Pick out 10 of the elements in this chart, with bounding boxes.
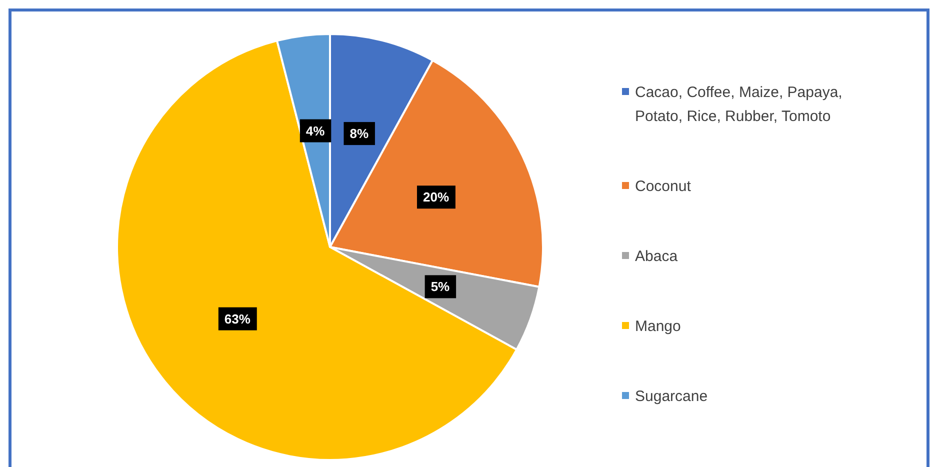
data-label: 63% [224,311,251,326]
legend-label: Abaca [635,248,678,264]
data-label: 20% [422,190,450,205]
legend-label: Cacao, Coffee, Maize, Papaya, Potato, Rice, Rubber, Tomoto [635,84,842,124]
legend-label: Mango [635,318,681,334]
data-label: 5% [430,279,450,294]
data-label: 8% [350,126,369,142]
data-label: 4% [306,123,326,138]
legend-label: Sugarcane [635,388,708,404]
legend-label: Coconut [635,178,692,194]
